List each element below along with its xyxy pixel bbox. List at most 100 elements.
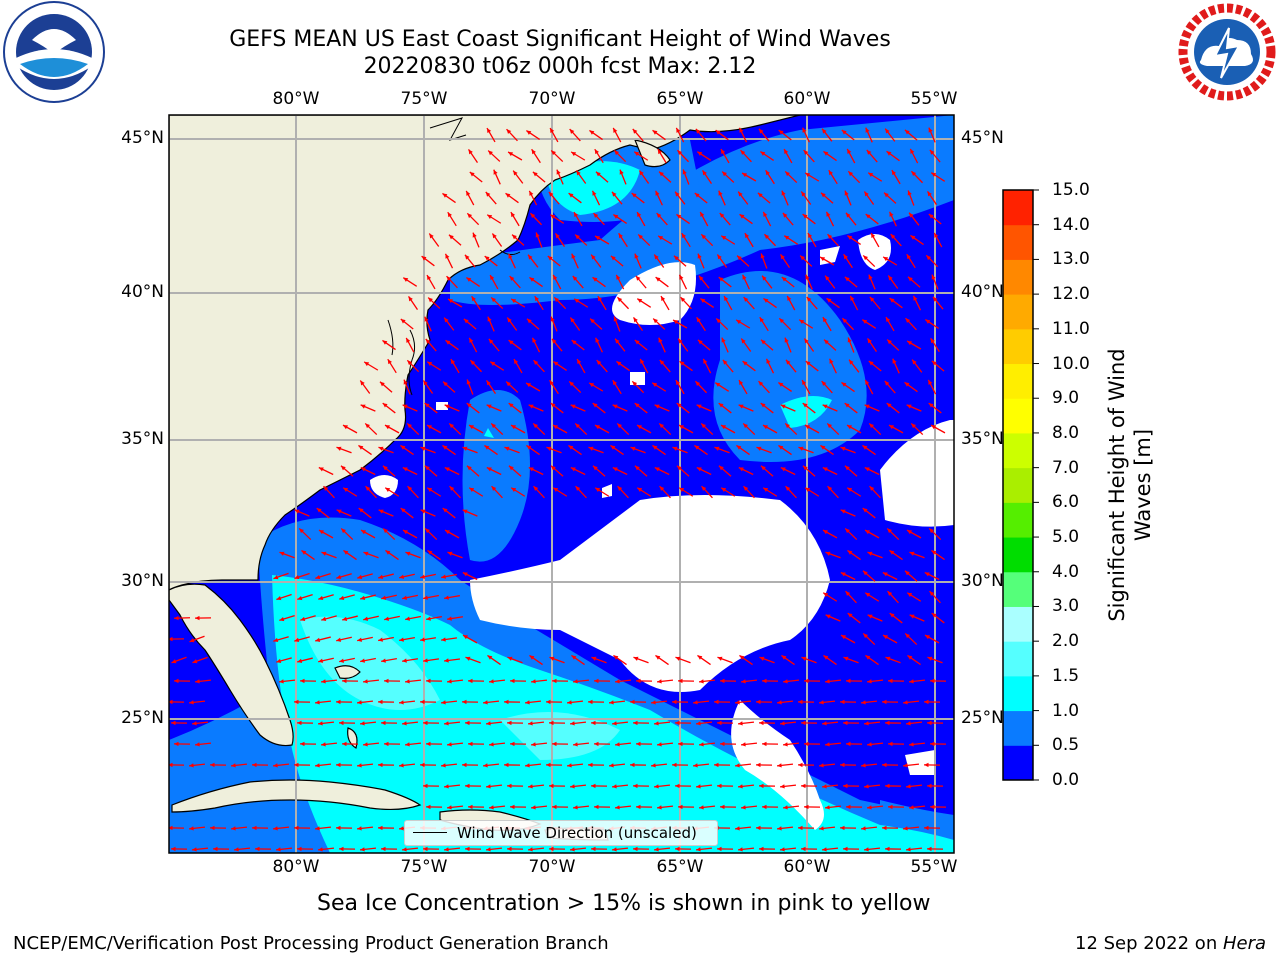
wind-wave-arrowhead [508,465,514,471]
wind-wave-arrowhead [319,530,324,535]
wind-wave-arrowhead [697,339,703,345]
wind-wave-arrowhead [408,296,413,302]
wind-wave-arrowhead [909,551,915,556]
wind-wave-arrowhead [318,658,324,663]
wind-wave-arrowhead [672,446,678,451]
wind-wave-arrowhead [844,465,850,471]
wind-wave-arrowhead [487,316,492,322]
wind-wave-arrowhead [491,423,496,429]
wind-wave-arrowhead [721,149,726,155]
wind-wave-arrowhead [864,467,870,472]
wind-wave-arrowhead [743,423,748,429]
wind-wave-arrowhead [805,361,811,366]
colorbar-frame [1002,189,1034,781]
lat-tick-left: 40°N [121,282,164,302]
wind-wave-arrowhead [612,467,618,472]
wind-wave-arrowhead [840,509,846,514]
wind-wave-arrowhead [378,446,384,451]
wind-wave-arrowhead [759,720,764,726]
wind-wave-arrowhead [571,655,577,660]
wind-wave-arrowhead [531,742,536,747]
colorbar-cell [1003,432,1033,469]
wind-wave-arrowhead [276,658,282,664]
wind-wave-arrowhead [615,679,620,684]
wind-wave-arrowhead [634,253,639,259]
wind-wave-arrowhead [174,741,179,747]
wind-wave-arrowhead [511,425,516,430]
colorbar-cell [1003,467,1033,503]
wind-wave-arrowhead [717,783,722,789]
wind-wave-arrowhead [930,678,935,684]
wind-wave-arrowhead [488,338,494,344]
wind-wave-arrowhead [756,446,762,451]
lon-tick-bottom: 55°W [910,857,958,877]
wind-wave-arrowhead [339,595,345,601]
wind-wave-arrowhead [365,486,371,491]
wind-wave-arrowhead [741,742,746,747]
wind-wave-arrowhead [907,341,913,346]
wind-wave-arrowhead [195,742,200,747]
wind-wave-arrowhead [652,130,658,135]
wind-wave-arrowhead [507,846,512,852]
wind-wave-arrowhead [925,635,930,640]
wind-wave-arrowhead [637,425,642,430]
wind-wave-arrowhead [447,742,452,747]
wind-wave-arrowhead [548,191,554,197]
wind-wave-arrowhead [339,846,344,852]
wind-wave-arrowhead [693,700,698,705]
wind-wave-arrowhead [385,550,391,555]
wind-wave-arrowhead [399,574,405,579]
wind-wave-arrowhead [865,592,871,597]
wind-wave-arrowhead [528,847,533,852]
wind-wave-arrowhead [463,635,468,640]
wind-wave-arrowhead [840,572,846,577]
wind-wave-arrowhead [490,275,495,280]
wind-wave-arrowhead [192,659,198,664]
wind-wave-arrowhead [469,425,474,430]
wind-wave-arrowhead [399,700,404,705]
wind-wave-arrowhead [866,149,872,155]
wind-wave-arrowhead [654,721,659,726]
wind-wave-arrowhead [676,214,682,219]
wind-wave-arrowhead [195,679,200,684]
wind-wave-arrowhead [273,826,278,831]
wind-wave-arrowhead [673,320,679,325]
wind-wave-arrowhead [904,382,910,387]
lat-tick-right: 45°N [961,128,1004,148]
wind-wave-arrowhead [382,340,388,345]
wind-wave-arrowhead [547,255,553,261]
wind-wave-arrowhead [526,318,532,324]
wind-wave-arrowhead [612,404,618,409]
wind-wave-arrowhead [798,762,803,768]
wind-wave-arrowhead [535,232,540,238]
wind-wave-arrowhead [273,763,278,768]
wind-wave-arrowhead [252,762,257,768]
chart-subtitle: 20220830 t06z 000h fcst Max: 2.12 [363,54,757,79]
wind-wave-arrowhead [735,826,740,831]
wind-wave-arrowhead [446,276,452,281]
wind-wave-arrowhead [276,847,281,852]
wind-wave-arrowhead [489,742,494,747]
wind-wave-arrowhead [906,404,912,409]
wind-wave-arrowhead [820,445,826,450]
wind-wave-arrowhead [405,742,410,747]
wind-wave-arrowhead [682,169,687,175]
wind-wave-arrowhead [385,487,391,492]
wind-wave-arrowhead [378,574,384,579]
wind-wave-arrowhead [532,337,537,343]
wind-wave-arrowhead [447,679,452,684]
wind-wave-arrowhead [279,551,285,556]
lat-tick-left: 45°N [121,128,164,148]
wind-wave-arrowhead [504,699,509,705]
wind-wave-arrowhead [867,614,873,619]
wind-wave-arrowhead [342,741,347,747]
wind-wave-arrowhead [533,423,538,429]
wind-wave-arrowhead [928,213,934,219]
wind-wave-arrowhead [336,446,342,451]
wind-wave-arrowhead [549,720,554,726]
wind-wave-arrowhead [336,509,342,514]
wind-wave-arrowhead [471,296,476,302]
wind-wave-arrowhead [801,656,807,661]
wind-wave-arrowhead [423,783,428,789]
wind-wave-arrowhead [381,658,386,663]
